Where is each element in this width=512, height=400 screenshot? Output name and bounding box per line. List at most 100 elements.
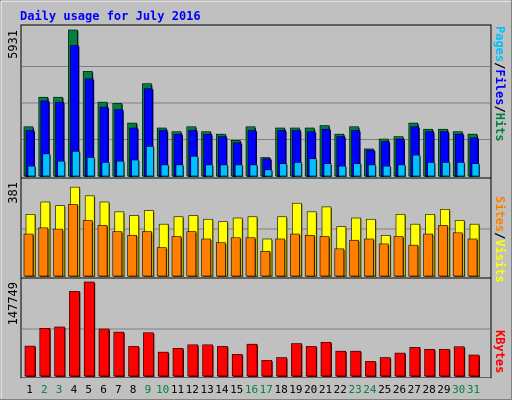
pages-bar: [456, 162, 465, 177]
sites-bar: [408, 244, 419, 277]
sites-bar: [142, 231, 152, 277]
sites-bar: [53, 228, 63, 277]
day-label: 4: [71, 383, 78, 396]
day-label: 13: [200, 383, 213, 396]
pages-bar: [294, 162, 302, 177]
day-axis-strip: [21, 378, 491, 397]
kbytes-max-label: 147749: [6, 282, 20, 325]
sites-bar: [216, 242, 226, 277]
sites-bar: [230, 237, 241, 277]
pages-bar: [72, 151, 80, 177]
legend-pages: Pages: [493, 26, 507, 62]
sites-bar: [319, 236, 330, 277]
sites-bar: [156, 247, 167, 277]
kbytes-bar: [143, 332, 154, 377]
pages-bar: [382, 165, 391, 177]
sites-bar: [97, 225, 108, 277]
sites-bar: [452, 232, 463, 277]
kbytes-panel-legend: KBytes: [493, 330, 507, 373]
pages-bar: [101, 162, 110, 177]
sites-bar: [467, 238, 478, 277]
pages-bar: [131, 159, 139, 177]
sites-bar: [438, 225, 448, 277]
pages-bar: [279, 163, 287, 177]
pages-bar: [116, 160, 125, 177]
sites-bar: [423, 233, 433, 277]
sites-bar: [38, 227, 49, 277]
sites-bar: [334, 248, 345, 277]
kbytes-bar: [172, 348, 184, 377]
kbytes-bar: [128, 346, 139, 377]
pages-bar: [234, 164, 243, 177]
kbytes-bar: [261, 360, 273, 377]
day-label: 5: [85, 383, 92, 396]
sites-bar: [112, 231, 123, 277]
day-label: 6: [100, 383, 107, 396]
day-label: 10: [156, 383, 169, 396]
pages-bar: [264, 169, 273, 177]
sites-bar: [260, 251, 271, 277]
day-label: 8: [130, 383, 137, 396]
pages-bar: [249, 164, 258, 177]
day-label: 16: [245, 383, 258, 396]
pages-bar: [442, 162, 450, 177]
day-label: 14: [215, 383, 229, 396]
sites-bar: [349, 239, 359, 277]
pages-bar: [471, 163, 480, 177]
kbytes-bar: [187, 344, 199, 377]
visits-max-label: 381: [6, 182, 20, 204]
sites-bar: [23, 233, 34, 277]
day-label: 28: [422, 383, 435, 396]
pages-bar: [57, 160, 65, 177]
kbytes-bar: [468, 354, 480, 377]
kbytes-bar: [54, 326, 65, 377]
kbytes-bar: [202, 344, 213, 377]
day-label: 18: [274, 383, 287, 396]
day-label: 7: [115, 383, 122, 396]
kbytes-bar: [350, 350, 361, 377]
sites-bar: [68, 204, 78, 277]
sites-bar: [127, 234, 137, 277]
sites-bar: [245, 237, 256, 277]
kbytes-bar: [424, 348, 435, 377]
pages-bar: [427, 162, 435, 177]
visits-panel-legend: Sites/Visits: [493, 196, 507, 283]
kbytes-bar: [113, 331, 125, 377]
pages-bar: [412, 154, 421, 177]
pages-bar: [86, 157, 95, 177]
kbytes-bar: [439, 348, 450, 377]
pages-bar: [146, 146, 154, 177]
hits-panel-legend: Pages/Files/Hits: [493, 26, 507, 142]
pages-bar: [338, 165, 347, 177]
day-label: 9: [145, 383, 152, 396]
sites-bar: [378, 243, 389, 277]
kbytes-bar: [335, 350, 347, 377]
day-label: 22: [334, 383, 347, 396]
pages-bar: [190, 156, 199, 177]
kbytes-bar: [24, 345, 36, 377]
sites-bar: [393, 236, 404, 277]
sites-bar: [364, 238, 374, 277]
day-label: 21: [319, 383, 332, 396]
kbytes-bar: [39, 327, 51, 377]
kbytes-bar: [217, 346, 228, 377]
chart-title: Daily usage for July 2016: [20, 9, 201, 23]
day-label: 27: [408, 383, 421, 396]
kbytes-bar: [379, 357, 391, 377]
kbytes-bar: [157, 351, 169, 377]
day-label: 11: [171, 383, 184, 396]
hits-max-label: 5931: [6, 30, 20, 59]
day-label: 17: [260, 383, 273, 396]
day-label: 1: [26, 383, 33, 396]
legend-sites: Sites: [493, 196, 507, 232]
pages-bar: [368, 164, 376, 177]
pages-bar: [27, 165, 36, 177]
day-label: 25: [378, 383, 391, 396]
kbytes-bar: [394, 352, 406, 377]
sites-bar: [82, 220, 93, 277]
kbytes-bar: [69, 291, 80, 377]
sites-bar: [275, 238, 285, 277]
sites-bar: [201, 238, 211, 277]
pages-bar: [42, 153, 51, 177]
